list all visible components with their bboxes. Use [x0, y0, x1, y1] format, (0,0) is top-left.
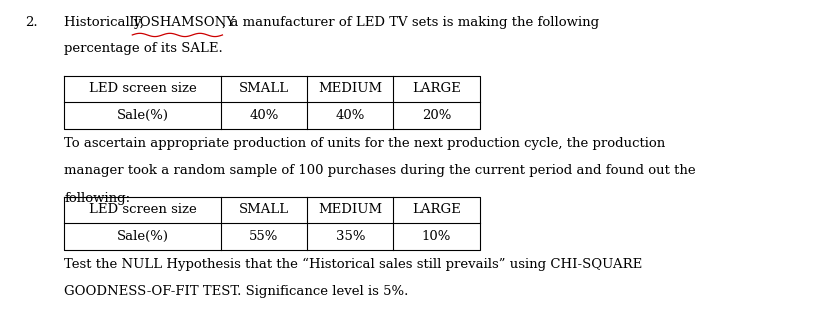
Text: 2.: 2. — [25, 16, 37, 29]
Text: LED screen size: LED screen size — [88, 82, 196, 95]
Text: SMALL: SMALL — [239, 203, 289, 216]
Text: manager took a random sample of 100 purchases during the current period and foun: manager took a random sample of 100 purc… — [64, 164, 695, 177]
Text: To ascertain appropriate production of units for the next production cycle, the : To ascertain appropriate production of u… — [64, 137, 665, 150]
Text: LARGE: LARGE — [412, 82, 461, 95]
Text: GOODNESS-OF-FIT TEST. Significance level is 5%.: GOODNESS-OF-FIT TEST. Significance level… — [64, 285, 408, 298]
Text: Sale(%): Sale(%) — [117, 109, 169, 122]
Text: 40%: 40% — [249, 109, 279, 122]
Text: 55%: 55% — [249, 230, 279, 243]
Text: Test the NULL Hypothesis that the “Historical sales still prevails” using CHI-SQ: Test the NULL Hypothesis that the “Histo… — [64, 258, 642, 271]
Text: 40%: 40% — [335, 109, 365, 122]
Text: Historically,: Historically, — [64, 16, 148, 29]
Text: 20%: 20% — [421, 109, 451, 122]
Text: LARGE: LARGE — [412, 203, 461, 216]
Text: 10%: 10% — [421, 230, 451, 243]
Text: MEDIUM: MEDIUM — [318, 203, 382, 216]
Text: Sale(%): Sale(%) — [117, 230, 169, 243]
Text: MEDIUM: MEDIUM — [318, 82, 382, 95]
Text: following:: following: — [64, 192, 130, 204]
Text: , a manufacturer of LED TV sets is making the following: , a manufacturer of LED TV sets is makin… — [222, 16, 599, 29]
Text: TOSHAMSONY: TOSHAMSONY — [132, 16, 236, 29]
Text: LED screen size: LED screen size — [88, 203, 196, 216]
Text: 35%: 35% — [335, 230, 365, 243]
Text: percentage of its SALE.: percentage of its SALE. — [64, 42, 222, 55]
Text: SMALL: SMALL — [239, 82, 289, 95]
